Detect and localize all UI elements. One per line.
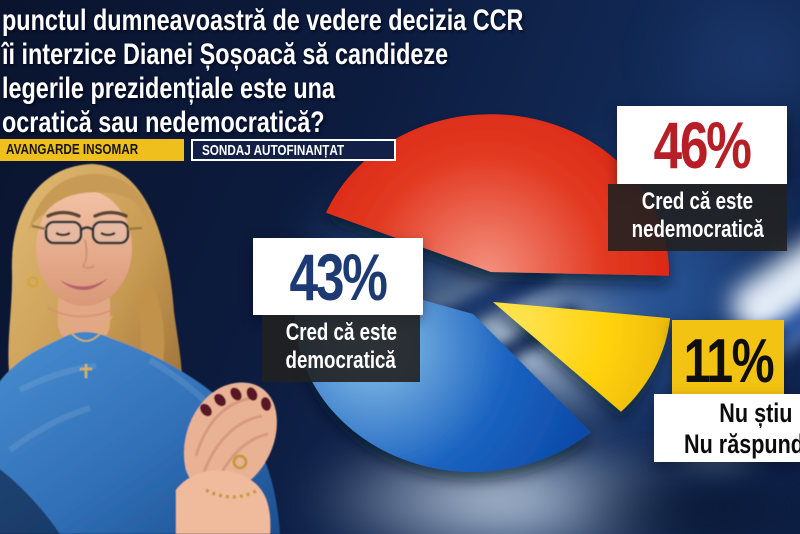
- stat-label-line: Cred că este: [285, 319, 397, 346]
- stat-label-nedemocratica: Cred că este nedemocratică: [608, 184, 787, 251]
- glasses-icon: [31, 220, 143, 245]
- person-blouse: [0, 332, 280, 534]
- stat-label-line: Nu știu: [718, 398, 792, 428]
- question-line: legerile prezidențiale este una: [2, 72, 335, 105]
- nails: [200, 387, 272, 417]
- funding-badge-label: SONDAJ AUTOFINANȚAT: [202, 141, 345, 159]
- cross-pendant-icon: [80, 364, 92, 378]
- stat-value-democratica: 43%: [253, 238, 423, 315]
- person-face: [36, 190, 132, 306]
- background-glow: [300, 430, 700, 534]
- stat-value-nedemocratica: 46%: [617, 106, 787, 184]
- stat-label-line: Nu răspund: [684, 429, 800, 459]
- pie-slice-nu-stiu-nu-raspund: [493, 302, 671, 412]
- stat-label-democratica: Cred că este democratică: [262, 315, 420, 382]
- percent-value: 46%: [653, 108, 752, 182]
- stat-label-line: democratică: [285, 347, 397, 374]
- badge-row: AVANGARDE INSOMAR SONDAJ AUTOFINANȚAT: [0, 139, 396, 161]
- person-photo: [0, 164, 280, 534]
- question-line: ocratică sau nedemocratică?: [2, 106, 325, 139]
- bracelet-icon: [205, 488, 259, 499]
- percent-value: 43%: [289, 239, 388, 314]
- source-badge-label: AVANGARDE INSOMAR: [6, 141, 139, 158]
- question-line: îi interzice Dianei Șoșoacă să candideze: [2, 38, 449, 71]
- funding-badge: SONDAJ AUTOFINANȚAT: [191, 139, 396, 161]
- stat-label-line: nedemocratică: [631, 216, 764, 243]
- person-hair: [8, 164, 183, 458]
- source-badge: AVANGARDE INSOMAR: [0, 139, 185, 161]
- stat-label-nu-stiu: Nu știu Nu răspund: [654, 394, 800, 462]
- person-hair-bangs: [28, 173, 152, 240]
- person-lips: [60, 278, 108, 290]
- stat-label-line: Cred că este: [641, 188, 754, 215]
- stat-value-nu-stiu: 11%: [672, 320, 784, 402]
- earring-icon: [27, 276, 39, 288]
- background-streak: [445, 301, 585, 395]
- poll-question: punctul dumneavoastră de vedere decizia …: [2, 4, 671, 140]
- person-hair-curl: [124, 280, 165, 432]
- background-shadow: [560, 460, 800, 534]
- person-neck: [58, 284, 110, 342]
- percent-value: 11%: [683, 326, 774, 396]
- question-line: punctul dumneavoastră de vedere decizia …: [2, 4, 524, 37]
- person-hands: [176, 382, 277, 534]
- ring-icon: [232, 454, 248, 470]
